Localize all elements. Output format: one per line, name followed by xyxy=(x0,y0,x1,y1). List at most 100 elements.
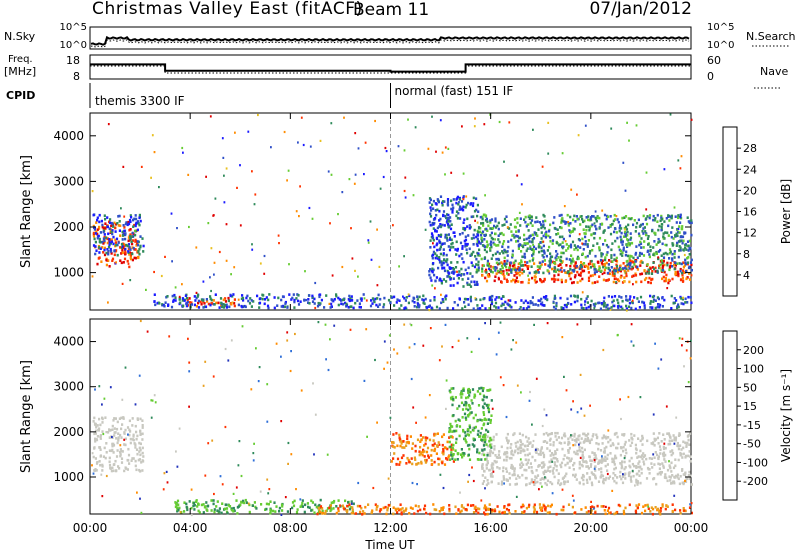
velocity-cell xyxy=(218,507,221,510)
velocity-cell xyxy=(527,437,530,440)
power-cell xyxy=(557,278,560,282)
velocity-scatter-cell xyxy=(350,502,353,505)
velocity-cell xyxy=(127,459,130,462)
velocity-cell xyxy=(493,445,496,448)
velocity-cell xyxy=(619,504,622,508)
power-cell xyxy=(485,268,488,272)
velocity-cell xyxy=(674,464,677,468)
power-cell xyxy=(572,218,575,222)
velocity-scatter-cell xyxy=(457,339,460,342)
velocity-cell xyxy=(418,450,421,453)
velocity-cell xyxy=(330,501,333,505)
power-cell xyxy=(506,259,509,263)
power-cell xyxy=(445,221,448,224)
velocity-cell xyxy=(607,440,610,444)
power-cell xyxy=(610,248,613,252)
power-cell xyxy=(593,232,597,235)
power-scatter-cell xyxy=(205,175,207,178)
velocity-cell xyxy=(117,432,120,435)
power-cell xyxy=(625,295,628,298)
velocity-cell xyxy=(321,507,324,510)
chart-title: Christmas Valley East (fitACF) xyxy=(92,0,363,19)
power-cell xyxy=(686,301,689,304)
power-cell xyxy=(494,275,497,278)
power-cell xyxy=(135,242,139,245)
velocity-cell xyxy=(651,466,654,469)
power-cell xyxy=(430,235,433,239)
power-cell xyxy=(99,231,102,234)
power-cell xyxy=(476,234,480,237)
power-cell xyxy=(444,297,447,301)
power-cell xyxy=(103,233,106,236)
power-cell xyxy=(296,299,300,303)
velocity-cell xyxy=(424,436,427,439)
velocity-cell xyxy=(120,449,123,453)
power-cell xyxy=(569,264,572,268)
velocity-cell xyxy=(458,425,462,428)
velocity-cell xyxy=(558,441,561,445)
velocity-cell xyxy=(395,462,398,466)
velocity-cell xyxy=(658,432,661,435)
velocity-cell xyxy=(662,433,665,436)
power-cell xyxy=(262,294,265,297)
power-scatter-cell xyxy=(624,189,627,192)
velocity-cell xyxy=(502,466,505,469)
velocity-cell xyxy=(554,452,557,455)
power-cell xyxy=(540,302,543,306)
velocity-cell xyxy=(572,473,575,477)
power-cell xyxy=(121,251,124,254)
power-cell xyxy=(428,220,431,224)
power-cell xyxy=(241,294,244,297)
velocity-cell xyxy=(449,422,452,426)
power-cell xyxy=(429,212,432,216)
power-cell xyxy=(407,301,410,305)
velocity-cell xyxy=(613,467,616,471)
power-scatter-cell xyxy=(548,272,551,275)
power-cell xyxy=(582,248,585,251)
power-cell xyxy=(457,211,460,215)
cpid-label: CPID xyxy=(6,89,35,102)
velocity-cell xyxy=(547,504,550,508)
power-cell xyxy=(461,231,464,235)
velocity-scatter-cell xyxy=(101,495,104,498)
power-cell xyxy=(539,265,542,268)
velocity-cell xyxy=(670,470,673,473)
power-cell xyxy=(555,254,558,258)
velocity-cell xyxy=(578,460,581,464)
power-cell xyxy=(228,305,231,309)
velocity-scatter-cell xyxy=(673,494,676,497)
power-scatter-cell xyxy=(407,118,409,121)
velocity-cell xyxy=(576,452,579,456)
velocity-scatter-cell xyxy=(410,324,413,327)
velocity-cell xyxy=(654,451,657,454)
velocity-cell xyxy=(656,507,660,511)
power-cell xyxy=(678,225,681,228)
velocity-cell xyxy=(591,451,594,454)
velocity-cell xyxy=(652,441,655,444)
velocity-cell xyxy=(681,456,684,459)
velocity-cell xyxy=(278,509,281,513)
power-cell xyxy=(483,238,486,241)
power-cell xyxy=(644,230,647,233)
velocity-cell xyxy=(643,454,647,457)
power-cell xyxy=(442,213,445,217)
velocity-cell xyxy=(432,503,435,506)
power-cell xyxy=(667,214,670,217)
velocity-cell xyxy=(690,483,693,486)
power-scatter-cell xyxy=(441,151,444,154)
power-cell xyxy=(661,266,664,269)
velocity-cell xyxy=(127,453,131,457)
velocity-cell xyxy=(183,510,186,513)
power-cell xyxy=(649,302,652,305)
velocity-cell xyxy=(411,447,414,450)
power-cell xyxy=(620,238,623,242)
power-cell xyxy=(134,214,137,217)
power-cell xyxy=(608,269,611,272)
velocity-cell xyxy=(104,416,107,419)
power-cell xyxy=(464,245,467,248)
power-cell xyxy=(570,271,573,275)
power-cell xyxy=(532,257,535,260)
velocity-scatter-cell xyxy=(602,348,605,352)
velocity-cell xyxy=(467,387,470,391)
power-cell xyxy=(92,244,96,247)
